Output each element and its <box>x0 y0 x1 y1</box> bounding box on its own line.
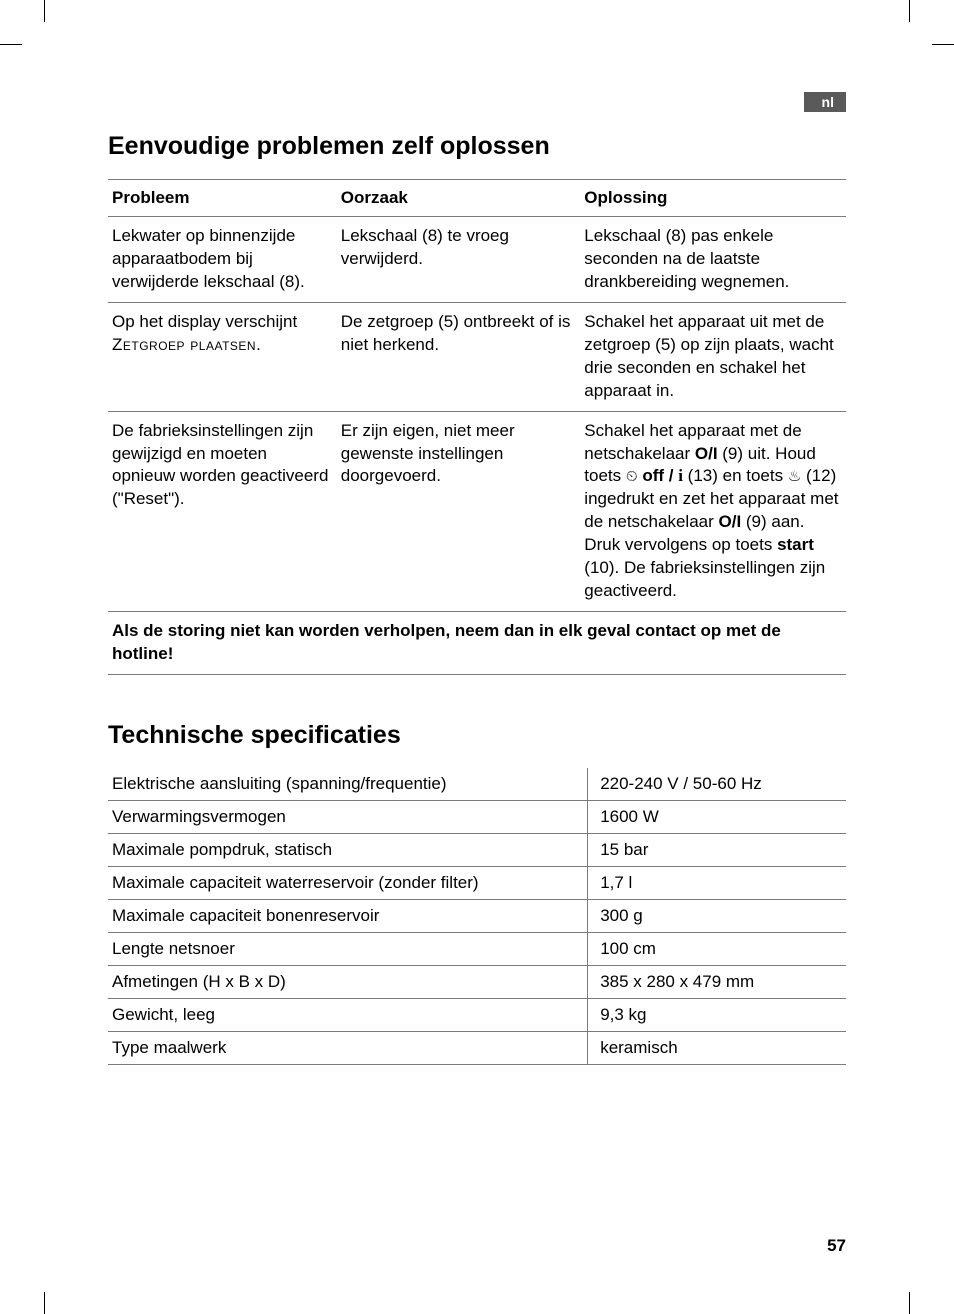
sol-bold: start <box>777 535 814 554</box>
cell-problem: Op het display verschijnt Zetgroep plaat… <box>108 302 337 411</box>
spec-value: keramisch <box>588 1031 846 1064</box>
spec-value: 15 bar <box>588 833 846 866</box>
table-footer-row: Als de storing niet kan worden verholpen… <box>108 612 846 675</box>
header-solution: Oplossing <box>580 180 846 217</box>
spec-label: Afmetingen (H x B x D) <box>108 965 588 998</box>
table-row: Maximale pompdruk, statisch15 bar <box>108 833 846 866</box>
steam-icon: ♨ <box>788 467 801 487</box>
crop-mark <box>0 44 22 45</box>
table-row: De fabrieksinstellingen zijn gewijzigd e… <box>108 411 846 612</box>
spec-value: 385 x 280 x 479 mm <box>588 965 846 998</box>
cell-solution: Schakel het apparaat met de netschakelaa… <box>580 411 846 612</box>
suffix: . <box>256 335 261 354</box>
sol-bold: off / <box>638 466 679 485</box>
table-header-row: Probleem Oorzaak Oplossing <box>108 180 846 217</box>
table-row: Lekwater op binnenzijde apparaatbodem bi… <box>108 217 846 303</box>
header-cause: Oorzaak <box>337 180 581 217</box>
spec-value: 1600 W <box>588 800 846 833</box>
spec-value: 220-240 V / 50-60 Hz <box>588 768 846 801</box>
table-row: Elektrische aansluiting (spanning/freque… <box>108 768 846 801</box>
cell-cause: Lekschaal (8) te vroeg verwijderd. <box>337 217 581 303</box>
cell-cause: De zetgroep (5) ontbreekt of is niet her… <box>337 302 581 411</box>
page-content: Eenvoudige problemen zelf oplossen Probl… <box>0 0 954 1125</box>
table-row: Maximale capaciteit bonenreservoir300 g <box>108 899 846 932</box>
sol-bold: O/I <box>719 512 742 531</box>
table-row: Lengte netsnoer100 cm <box>108 932 846 965</box>
troubleshoot-table: Probleem Oorzaak Oplossing Lekwater op b… <box>108 179 846 675</box>
cell-solution: Schakel het apparaat uit met de zetgroep… <box>580 302 846 411</box>
crop-mark <box>44 0 45 22</box>
spec-value: 300 g <box>588 899 846 932</box>
crop-mark <box>44 1292 45 1314</box>
crop-mark <box>932 44 954 45</box>
specs-table: Elektrische aansluiting (spanning/freque… <box>108 768 846 1065</box>
cell-solution: Lekschaal (8) pas enkele seconden na de … <box>580 217 846 303</box>
sol-text: (10). De fabrieksinstellingen zijn geact… <box>584 558 825 600</box>
language-badge: nl <box>804 92 846 112</box>
section-heading-troubleshoot: Eenvoudige problemen zelf oplossen <box>108 132 846 161</box>
spec-label: Elektrische aansluiting (spanning/freque… <box>108 768 588 801</box>
cell-cause: Er zijn eigen, niet meer gewenste instel… <box>337 411 581 612</box>
section-heading-specs: Technische specificaties <box>108 721 846 750</box>
spec-label: Maximale capaciteit bonenreservoir <box>108 899 588 932</box>
problem-text-line1: Op het display verschijnt <box>112 312 297 331</box>
footer-note: Als de storing niet kan worden verholpen… <box>108 612 846 675</box>
spec-label: Gewicht, leeg <box>108 998 588 1031</box>
table-row: Gewicht, leeg9,3 kg <box>108 998 846 1031</box>
spec-label: Type maalwerk <box>108 1031 588 1064</box>
cell-problem: De fabrieksinstellingen zijn gewijzigd e… <box>108 411 337 612</box>
spec-label: Lengte netsnoer <box>108 932 588 965</box>
table-row: Verwarmingsvermogen1600 W <box>108 800 846 833</box>
header-problem: Probleem <box>108 180 337 217</box>
table-row: Afmetingen (H x B x D)385 x 280 x 479 mm <box>108 965 846 998</box>
crop-mark <box>909 1292 910 1314</box>
table-row: Op het display verschijnt Zetgroep plaat… <box>108 302 846 411</box>
spec-value: 100 cm <box>588 932 846 965</box>
table-row: Type maalwerkkeramisch <box>108 1031 846 1064</box>
cell-problem: Lekwater op binnenzijde apparaatbodem bi… <box>108 217 337 303</box>
sol-bold: O/I <box>695 444 718 463</box>
page-number: 57 <box>827 1236 846 1256</box>
crop-mark <box>909 0 910 22</box>
display-text-smallcaps: Zetgroep plaatsen <box>112 335 256 354</box>
spec-label: Maximale pompdruk, statisch <box>108 833 588 866</box>
sol-text: (13) en toets <box>683 466 788 485</box>
spec-value: 9,3 kg <box>588 998 846 1031</box>
clock-icon: ⏲ <box>626 467 638 487</box>
spec-label: Verwarmingsvermogen <box>108 800 588 833</box>
spec-label: Maximale capaciteit waterreservoir (zond… <box>108 866 588 899</box>
spec-value: 1,7 l <box>588 866 846 899</box>
table-row: Maximale capaciteit waterreservoir (zond… <box>108 866 846 899</box>
